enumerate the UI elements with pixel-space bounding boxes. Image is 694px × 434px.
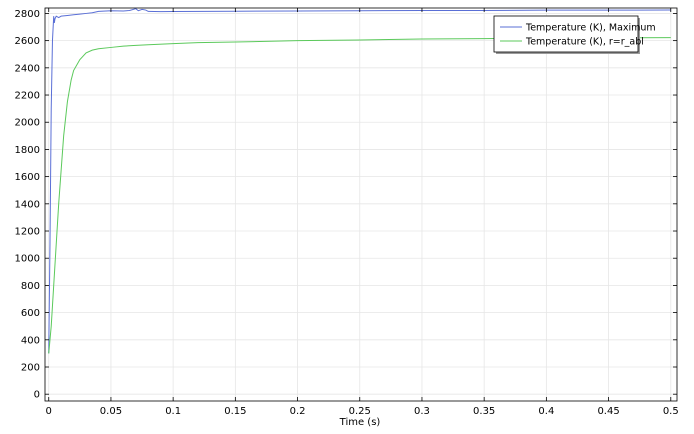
x-tick-label: 0.05 — [100, 406, 122, 417]
x-tick-label: 0.4 — [538, 406, 554, 417]
y-tick-label: 800 — [21, 281, 40, 292]
y-tick-label: 1000 — [15, 254, 40, 265]
legend: Temperature (K), Maximum Temperature (K),… — [493, 15, 656, 54]
y-tick-label: 600 — [21, 308, 40, 319]
legend-label-1: Temperature (K), Maximum — [525, 23, 656, 34]
y-tick-label: 2600 — [15, 36, 40, 47]
y-tick-label: 200 — [21, 363, 40, 374]
x-tick-label: 0.3 — [414, 406, 430, 417]
x-tick-label: 0.45 — [597, 406, 619, 417]
x-axis-label: Time (s) — [339, 417, 381, 428]
y-tick-label: 1400 — [15, 199, 40, 210]
x-tick-label: 0.35 — [473, 406, 495, 417]
series-lines — [48, 8, 671, 354]
x-tick-label: 0 — [46, 406, 52, 417]
y-tick-label: 2000 — [15, 118, 40, 129]
x-tick-label: 0.1 — [165, 406, 181, 417]
x-tick-label: 0.5 — [663, 406, 679, 417]
y-axis: 0 200 400 600 800 1000 1200 1400 1600 1800 2000 220… — [15, 9, 677, 401]
legend-label-2: Temperature (K), r=r_abl — [525, 37, 644, 48]
grid-lines — [45, 8, 677, 401]
legend-box — [493, 15, 639, 53]
x-axis: 0 0.05 0.1 0.15 0.2 0.25 0.3 0.35 0.4 0.45 0.5 — [46, 8, 679, 417]
y-tick-label: 2200 — [15, 91, 40, 102]
y-tick-label: 1800 — [15, 145, 40, 156]
plot-frame — [44, 7, 678, 402]
x-tick-label: 0.2 — [290, 406, 306, 417]
y-tick-label: 0 — [34, 390, 40, 401]
y-tick-label: 2800 — [15, 9, 40, 20]
series-line-1 — [48, 8, 671, 354]
y-tick-label: 1600 — [15, 172, 40, 183]
y-tick-label: 1200 — [15, 227, 40, 238]
x-tick-label: 0.15 — [224, 406, 246, 417]
y-tick-label: 400 — [21, 335, 40, 346]
series-line-2 — [48, 37, 671, 354]
y-tick-label: 2400 — [15, 63, 40, 74]
x-tick-label: 0.25 — [349, 406, 371, 417]
